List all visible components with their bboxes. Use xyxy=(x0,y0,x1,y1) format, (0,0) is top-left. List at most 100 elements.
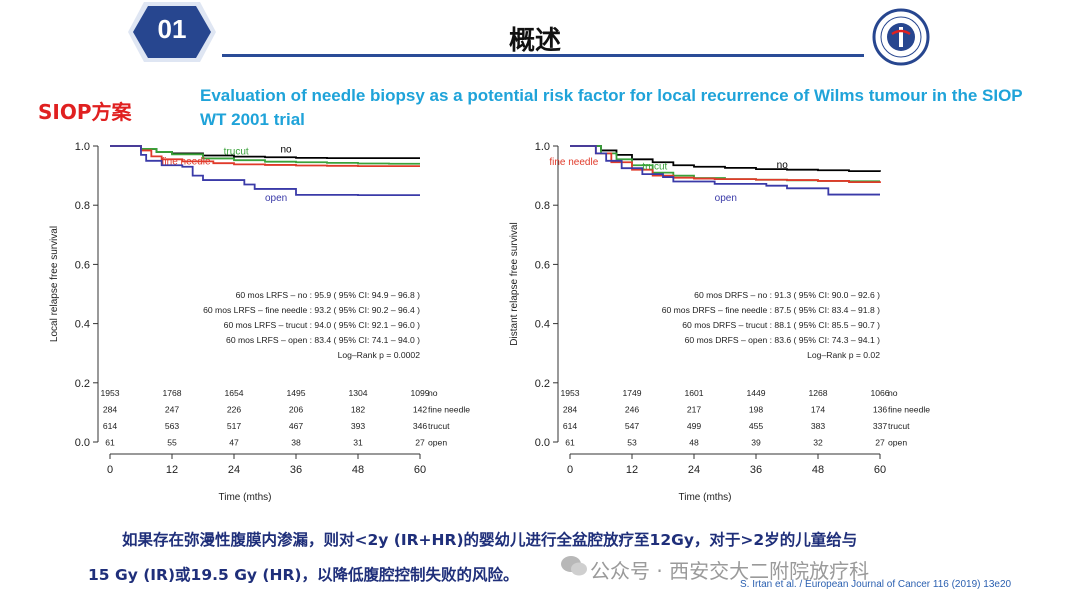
section-number: 01 xyxy=(157,14,187,44)
lrfs-curve-label-no: no xyxy=(281,145,293,156)
siop-label: SIOP方案 xyxy=(38,100,132,124)
drfs-risk-cell: 284 xyxy=(563,405,578,415)
lrfs-risk-cell: 55 xyxy=(167,438,177,448)
drfs-y-tick-label: 0.8 xyxy=(535,200,550,212)
drfs-x-tick-label: 36 xyxy=(750,464,762,476)
lrfs-risk-cell: 182 xyxy=(351,405,366,415)
lrfs-y-tick-label: 0.4 xyxy=(75,319,90,331)
drfs-risk-cell: 1953 xyxy=(560,388,579,398)
drfs-risk-row-label: open xyxy=(888,438,907,448)
drfs-x-tick-label: 24 xyxy=(688,464,700,476)
lrfs-risk-cell: 346 xyxy=(413,421,428,431)
drfs-risk-row-label: fine needle xyxy=(888,405,930,415)
drfs-km-chart: 0.0 0.2 0.4 0.6 0.8 1.0 0 12 24 36 48 60 Distant rel… xyxy=(509,141,930,503)
lrfs-risk-cell: 31 xyxy=(353,438,363,448)
drfs-risk-row-label: trucut xyxy=(888,421,910,431)
lrfs-risk-row-label: open xyxy=(428,438,447,448)
lrfs-y-tick-label: 0.0 xyxy=(75,437,90,449)
drfs-risk-cell: 174 xyxy=(811,405,826,415)
drfs-risk-cell: 1268 xyxy=(808,388,827,398)
drfs-risk-cell: 1749 xyxy=(622,388,641,398)
drfs-curve-label-open: open xyxy=(715,193,737,204)
drfs-x-tick-label: 60 xyxy=(874,464,886,476)
watermark: 公众号 · 西安交大二附院放疗科 xyxy=(590,559,870,583)
citation: S. Irtan et al. / European Journal of Ca… xyxy=(740,579,1012,590)
drfs-y-tick-label: 1.0 xyxy=(535,141,550,153)
lrfs-risk-cell: 614 xyxy=(103,421,118,431)
lrfs-risk-cell: 563 xyxy=(165,421,180,431)
section-number-badge xyxy=(128,2,216,62)
lrfs-y-tick-label: 1.0 xyxy=(75,141,90,153)
lrfs-annotation: Log–Rank p = 0.0002 xyxy=(338,350,421,360)
drfs-risk-cell: 27 xyxy=(875,438,885,448)
drfs-risk-cell: 1449 xyxy=(746,388,765,398)
drfs-y-tick-label: 0.0 xyxy=(535,437,550,449)
lrfs-curve-label-fine-needle: fine needle xyxy=(162,157,211,168)
drfs-risk-row-label: no xyxy=(888,388,898,398)
drfs-risk-cell: 48 xyxy=(689,438,699,448)
lrfs-annotation: 60 mos LRFS – fine needle : 93.2 ( 95% C… xyxy=(203,305,420,315)
lrfs-x-tick-label: 36 xyxy=(290,464,302,476)
drfs-x-tick-label: 12 xyxy=(626,464,638,476)
lrfs-risk-row-label: trucut xyxy=(428,421,450,431)
drfs-risk-cell: 614 xyxy=(563,421,578,431)
drfs-x-tick-label: 48 xyxy=(812,464,824,476)
drfs-risk-cell: 53 xyxy=(627,438,637,448)
lrfs-annotation: 60 mos LRFS – trucut : 94.0 ( 95% CI: 92… xyxy=(224,320,420,330)
drfs-y-tick-label: 0.6 xyxy=(535,259,550,271)
drfs-risk-cell: 39 xyxy=(751,438,761,448)
lrfs-series-fine-needle xyxy=(110,145,420,168)
lrfs-x-tick-label: 60 xyxy=(414,464,426,476)
lrfs-risk-cell: 517 xyxy=(227,421,242,431)
lrfs-risk-cell: 206 xyxy=(289,405,304,415)
lrfs-risk-cell: 61 xyxy=(105,438,115,448)
lrfs-risk-cell: 38 xyxy=(291,438,301,448)
lrfs-x-tick-label: 48 xyxy=(352,464,364,476)
drfs-risk-cell: 547 xyxy=(625,421,640,431)
lrfs-risk-cell: 27 xyxy=(415,438,425,448)
lrfs-risk-cell: 1768 xyxy=(162,388,181,398)
lrfs-x-axis-label: Time (mths) xyxy=(219,492,272,503)
page-title: 概述 xyxy=(508,26,561,56)
note-line-1: 如果存在弥漫性腹膜内渗漏，则对<2y (IR+HR)的婴幼儿进行全盆腔放疗至12… xyxy=(122,531,858,549)
drfs-y-axis-label: Distant relapse free survival xyxy=(509,222,520,345)
drfs-risk-cell: 32 xyxy=(813,438,823,448)
drfs-risk-cell: 337 xyxy=(873,421,888,431)
lrfs-risk-row-label: no xyxy=(428,388,438,398)
drfs-series-fine-needle xyxy=(570,145,881,184)
drfs-annotation: 60 mos DRFS – trucut : 88.1 ( 95% CI: 85… xyxy=(682,320,880,330)
lrfs-risk-cell: 226 xyxy=(227,405,242,415)
lrfs-risk-cell: 247 xyxy=(165,405,180,415)
drfs-annotation: 60 mos DRFS – open : 83.6 ( 95% CI: 74.3… xyxy=(685,335,881,345)
hospital-logo-icon xyxy=(872,8,930,66)
drfs-risk-cell: 455 xyxy=(749,421,764,431)
drfs-risk-cell: 198 xyxy=(749,405,764,415)
lrfs-risk-cell: 1304 xyxy=(348,388,367,398)
lrfs-risk-cell: 142 xyxy=(413,405,428,415)
lrfs-km-chart: 0.0 0.2 0.4 0.6 0.8 1.0 0 12 24 36 48 60 Local relap… xyxy=(49,141,470,503)
drfs-annotation: 60 mos DRFS – no : 91.3 ( 95% CI: 90.0 –… xyxy=(694,290,880,300)
drfs-y-tick-label: 0.4 xyxy=(535,319,550,331)
lrfs-series-trucut xyxy=(110,145,420,165)
drfs-series-open xyxy=(570,145,880,196)
lrfs-y-tick-label: 0.8 xyxy=(75,200,90,212)
title-underline xyxy=(222,54,864,57)
drfs-x-axis-label: Time (mths) xyxy=(679,492,732,503)
lrfs-x-tick-label: 24 xyxy=(228,464,240,476)
drfs-annotation: 60 mos DRFS – fine needle : 87.5 ( 95% C… xyxy=(662,305,880,315)
lrfs-risk-cell: 467 xyxy=(289,421,304,431)
drfs-risk-cell: 1066 xyxy=(870,388,889,398)
drfs-risk-cell: 61 xyxy=(565,438,575,448)
lrfs-y-tick-label: 0.2 xyxy=(75,378,90,390)
drfs-risk-cell: 246 xyxy=(625,405,640,415)
lrfs-y-tick-label: 0.6 xyxy=(75,259,90,271)
drfs-risk-cell: 499 xyxy=(687,421,702,431)
lrfs-risk-cell: 1654 xyxy=(224,388,243,398)
lrfs-risk-cell: 1099 xyxy=(410,388,429,398)
wechat-icon xyxy=(561,556,587,576)
lrfs-risk-cell: 47 xyxy=(229,438,239,448)
lrfs-y-axis-label: Local relapse free survival xyxy=(49,226,60,342)
lrfs-risk-cell: 393 xyxy=(351,421,366,431)
lrfs-curve-label-open: open xyxy=(265,193,287,204)
drfs-curve-label-no: no xyxy=(777,160,789,171)
